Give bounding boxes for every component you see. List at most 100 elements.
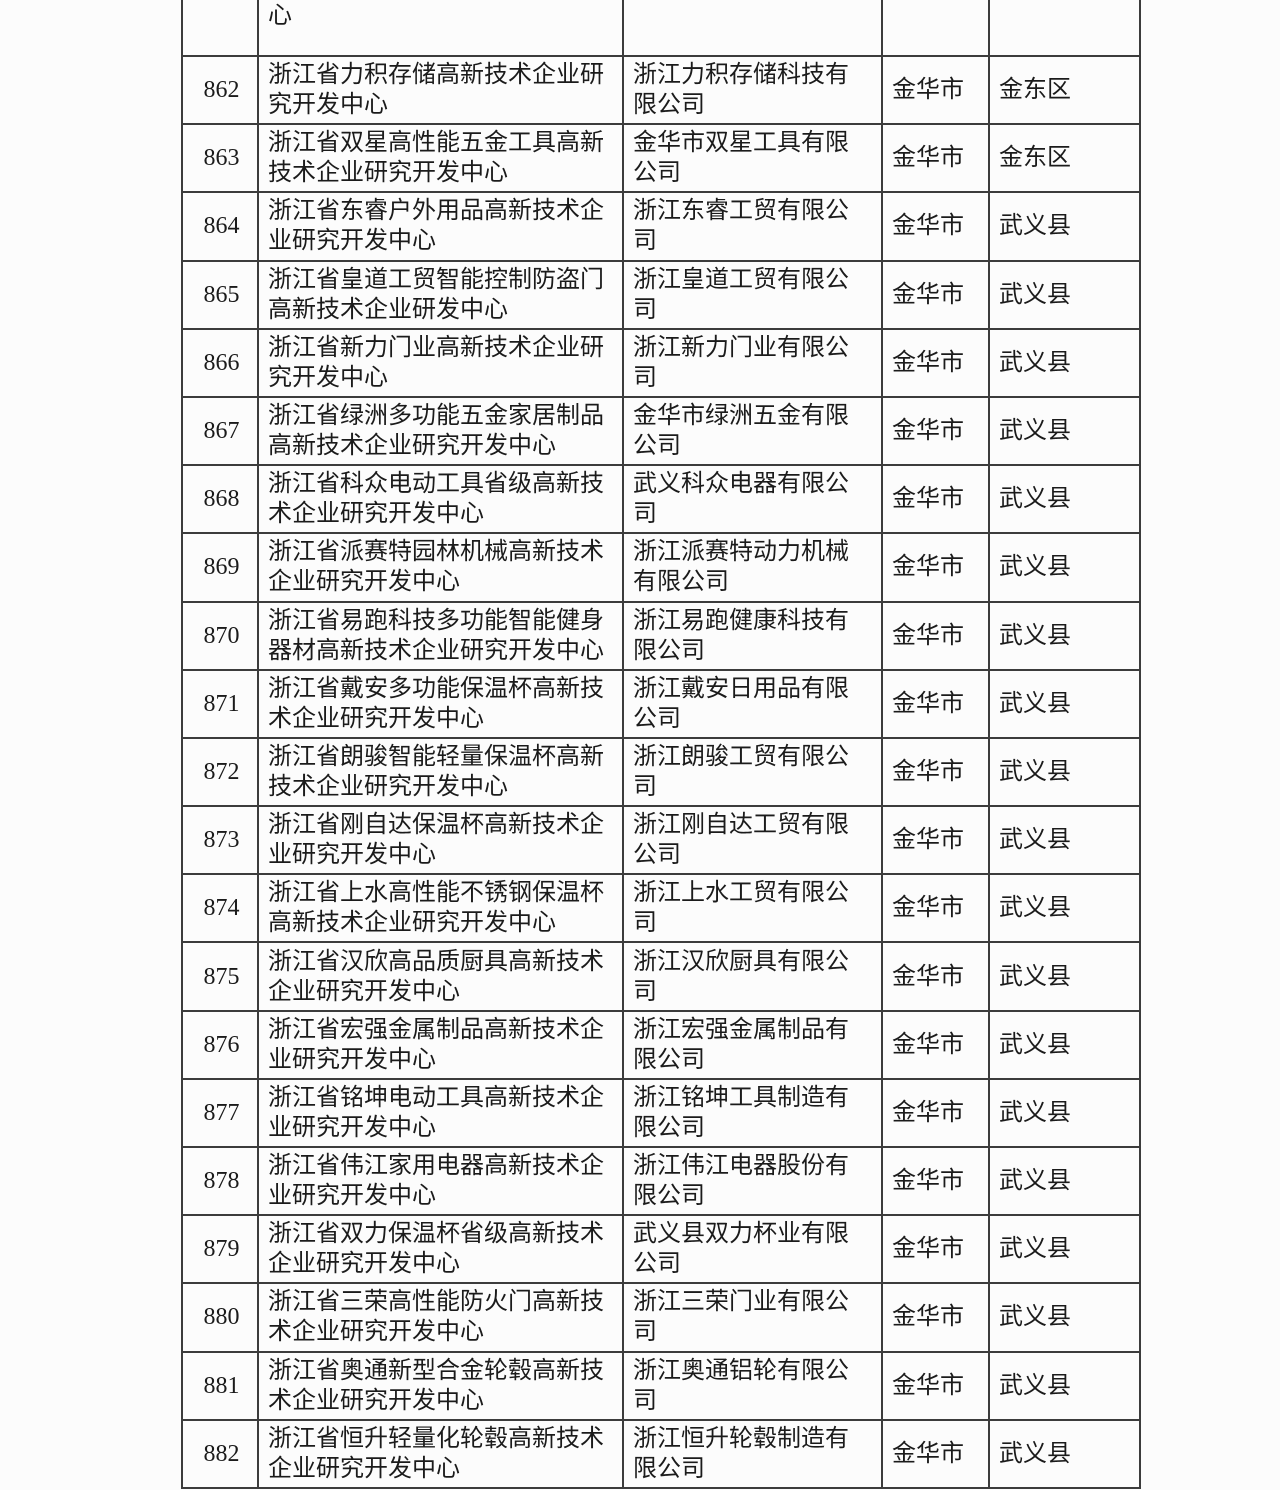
row-id-cell: 866 (181, 327, 259, 398)
city-cell: 金华市 (881, 1214, 990, 1285)
city-cell: 金华市 (881, 736, 990, 808)
table-row: 873 浙江省刚自达保温杯高新技术企 业研究开发中心 浙江刚自达工贸有限 公司 … (181, 805, 1141, 876)
row-id-cell: 875 (181, 941, 259, 1012)
district-cell: 武义县 (988, 736, 1141, 808)
row-id-cell: 862 (181, 54, 259, 126)
row-id-cell (181, 0, 259, 57)
company-name-cell: 浙江汉欣厨具有限公 司 (622, 941, 883, 1012)
city-cell: 金华市 (881, 1009, 990, 1080)
center-name-cell: 浙江省双星高性能五金工具高新 技术企业研究开发中心 (257, 123, 624, 194)
company-name-cell: 浙江戴安日用品有限 公司 (622, 668, 883, 739)
center-name-cell: 浙江省新力门业高新技术企业研 究开发中心 (257, 327, 624, 398)
table-row: 862 浙江省力积存储高新技术企业研 究开发中心 浙江力积存储科技有 限公司 金… (181, 54, 1141, 126)
district-cell: 武义县 (988, 873, 1141, 944)
city-cell: 金华市 (881, 54, 990, 126)
research-centers-table: 心 862 浙江省力积存储高新技术企业研 究开发中心 浙江力积存储科技有 限公司… (181, 0, 1141, 1489)
table-row: 872 浙江省朗骏智能轻量保温杯高新 技术企业研究开发中心 浙江朗骏工贸有限公 … (181, 736, 1141, 808)
table-row: 869 浙江省派赛特园林机械高新技术 企业研究开发中心 浙江派赛特动力机械 有限… (181, 532, 1141, 603)
city-cell: 金华市 (881, 668, 990, 739)
row-id-cell: 868 (181, 464, 259, 535)
table-row: 875 浙江省汉欣高品质厨具高新技术 企业研究开发中心 浙江汉欣厨具有限公 司 … (181, 941, 1141, 1012)
table-row: 877 浙江省铭坤电动工具高新技术企 业研究开发中心 浙江铭坤工具制造有 限公司… (181, 1077, 1141, 1149)
district-cell: 金东区 (988, 54, 1141, 126)
district-cell: 武义县 (988, 259, 1141, 330)
table-row: 865 浙江省皇道工贸智能控制防盗门 高新技术企业研发中心 浙江皇道工贸有限公 … (181, 259, 1141, 330)
city-cell: 金华市 (881, 532, 990, 603)
company-name-cell: 浙江伟江电器股份有 限公司 (622, 1145, 883, 1217)
center-name-cell: 浙江省东睿户外用品高新技术企 业研究开发中心 (257, 191, 624, 262)
city-cell: 金华市 (881, 1077, 990, 1149)
company-name-cell: 浙江宏强金属制品有 限公司 (622, 1009, 883, 1080)
center-name-cell: 浙江省三荣高性能防火门高新技 术企业研究开发中心 (257, 1282, 624, 1353)
city-cell: 金华市 (881, 327, 990, 398)
center-name-cell: 浙江省汉欣高品质厨具高新技术 企业研究开发中心 (257, 941, 624, 1012)
company-name-cell: 浙江三荣门业有限公 司 (622, 1282, 883, 1353)
company-name-cell: 浙江奥通铝轮有限公 司 (622, 1350, 883, 1421)
district-cell: 武义县 (988, 668, 1141, 739)
company-name-cell: 浙江铭坤工具制造有 限公司 (622, 1077, 883, 1149)
table-row: 864 浙江省东睿户外用品高新技术企 业研究开发中心 浙江东睿工贸有限公 司 金… (181, 191, 1141, 262)
center-name-cell: 浙江省铭坤电动工具高新技术企 业研究开发中心 (257, 1077, 624, 1149)
city-cell: 金华市 (881, 191, 990, 262)
district-cell: 武义县 (988, 1077, 1141, 1149)
city-cell: 金华市 (881, 1145, 990, 1217)
city-cell: 金华市 (881, 941, 990, 1012)
city-cell: 金华市 (881, 1282, 990, 1353)
company-name-cell: 浙江易跑健康科技有 限公司 (622, 600, 883, 671)
row-id-cell: 874 (181, 873, 259, 944)
city-cell: 金华市 (881, 805, 990, 876)
table-row: 878 浙江省伟江家用电器高新技术企 业研究开发中心 浙江伟江电器股份有 限公司… (181, 1145, 1141, 1217)
center-name-cell: 浙江省戴安多功能保温杯高新技 术企业研究开发中心 (257, 668, 624, 739)
row-id-cell: 881 (181, 1350, 259, 1421)
company-name-cell: 浙江刚自达工贸有限 公司 (622, 805, 883, 876)
company-name-cell: 浙江力积存储科技有 限公司 (622, 54, 883, 126)
table-row: 871 浙江省戴安多功能保温杯高新技 术企业研究开发中心 浙江戴安日用品有限 公… (181, 668, 1141, 739)
table-row: 879 浙江省双力保温杯省级高新技术 企业研究开发中心 武义县双力杯业有限 公司… (181, 1214, 1141, 1285)
center-name-cell: 浙江省力积存储高新技术企业研 究开发中心 (257, 54, 624, 126)
row-id-cell: 863 (181, 123, 259, 194)
company-name-cell: 浙江派赛特动力机械 有限公司 (622, 532, 883, 603)
city-cell (881, 0, 990, 57)
center-name-cell: 浙江省奥通新型合金轮毂高新技 术企业研究开发中心 (257, 1350, 624, 1421)
row-id-cell: 879 (181, 1214, 259, 1285)
center-name-cell: 浙江省伟江家用电器高新技术企 业研究开发中心 (257, 1145, 624, 1217)
table-row: 882 浙江省恒升轻量化轮毂高新技术 企业研究开发中心 浙江恒升轮毂制造有 限公… (181, 1418, 1141, 1489)
company-name-cell (622, 0, 883, 57)
company-name-cell: 浙江新力门业有限公 司 (622, 327, 883, 398)
center-name-cell: 浙江省绿洲多功能五金家居制品 高新技术企业研究开发中心 (257, 395, 624, 467)
city-cell: 金华市 (881, 1418, 990, 1489)
table-row: 876 浙江省宏强金属制品高新技术企 业研究开发中心 浙江宏强金属制品有 限公司… (181, 1009, 1141, 1080)
company-name-cell: 武义科众电器有限公 司 (622, 464, 883, 535)
table-row: 870 浙江省易跑科技多功能智能健身 器材高新技术企业研究开发中心 浙江易跑健康… (181, 600, 1141, 671)
row-id-cell: 872 (181, 736, 259, 808)
row-id-cell: 878 (181, 1145, 259, 1217)
row-id-cell: 867 (181, 395, 259, 467)
company-name-cell: 武义县双力杯业有限 公司 (622, 1214, 883, 1285)
table-row: 863 浙江省双星高性能五金工具高新 技术企业研究开发中心 金华市双星工具有限 … (181, 123, 1141, 194)
company-name-cell: 金华市绿洲五金有限 公司 (622, 395, 883, 467)
district-cell: 武义县 (988, 1350, 1141, 1421)
row-id-cell: 864 (181, 191, 259, 262)
city-cell: 金华市 (881, 873, 990, 944)
row-id-cell: 869 (181, 532, 259, 603)
district-cell: 武义县 (988, 1145, 1141, 1217)
district-cell: 武义县 (988, 600, 1141, 671)
company-name-cell: 浙江东睿工贸有限公 司 (622, 191, 883, 262)
city-cell: 金华市 (881, 123, 990, 194)
district-cell: 武义县 (988, 532, 1141, 603)
city-cell: 金华市 (881, 395, 990, 467)
center-name-cell: 浙江省宏强金属制品高新技术企 业研究开发中心 (257, 1009, 624, 1080)
company-name-cell: 浙江皇道工贸有限公 司 (622, 259, 883, 330)
city-cell: 金华市 (881, 600, 990, 671)
table-row: 867 浙江省绿洲多功能五金家居制品 高新技术企业研究开发中心 金华市绿洲五金有… (181, 395, 1141, 467)
district-cell: 武义县 (988, 1009, 1141, 1080)
row-id-cell: 871 (181, 668, 259, 739)
center-name-cell: 浙江省科众电动工具省级高新技 术企业研究开发中心 (257, 464, 624, 535)
row-id-cell: 873 (181, 805, 259, 876)
row-id-cell: 876 (181, 1009, 259, 1080)
district-cell: 武义县 (988, 941, 1141, 1012)
district-cell: 武义县 (988, 805, 1141, 876)
city-cell: 金华市 (881, 259, 990, 330)
city-cell: 金华市 (881, 464, 990, 535)
